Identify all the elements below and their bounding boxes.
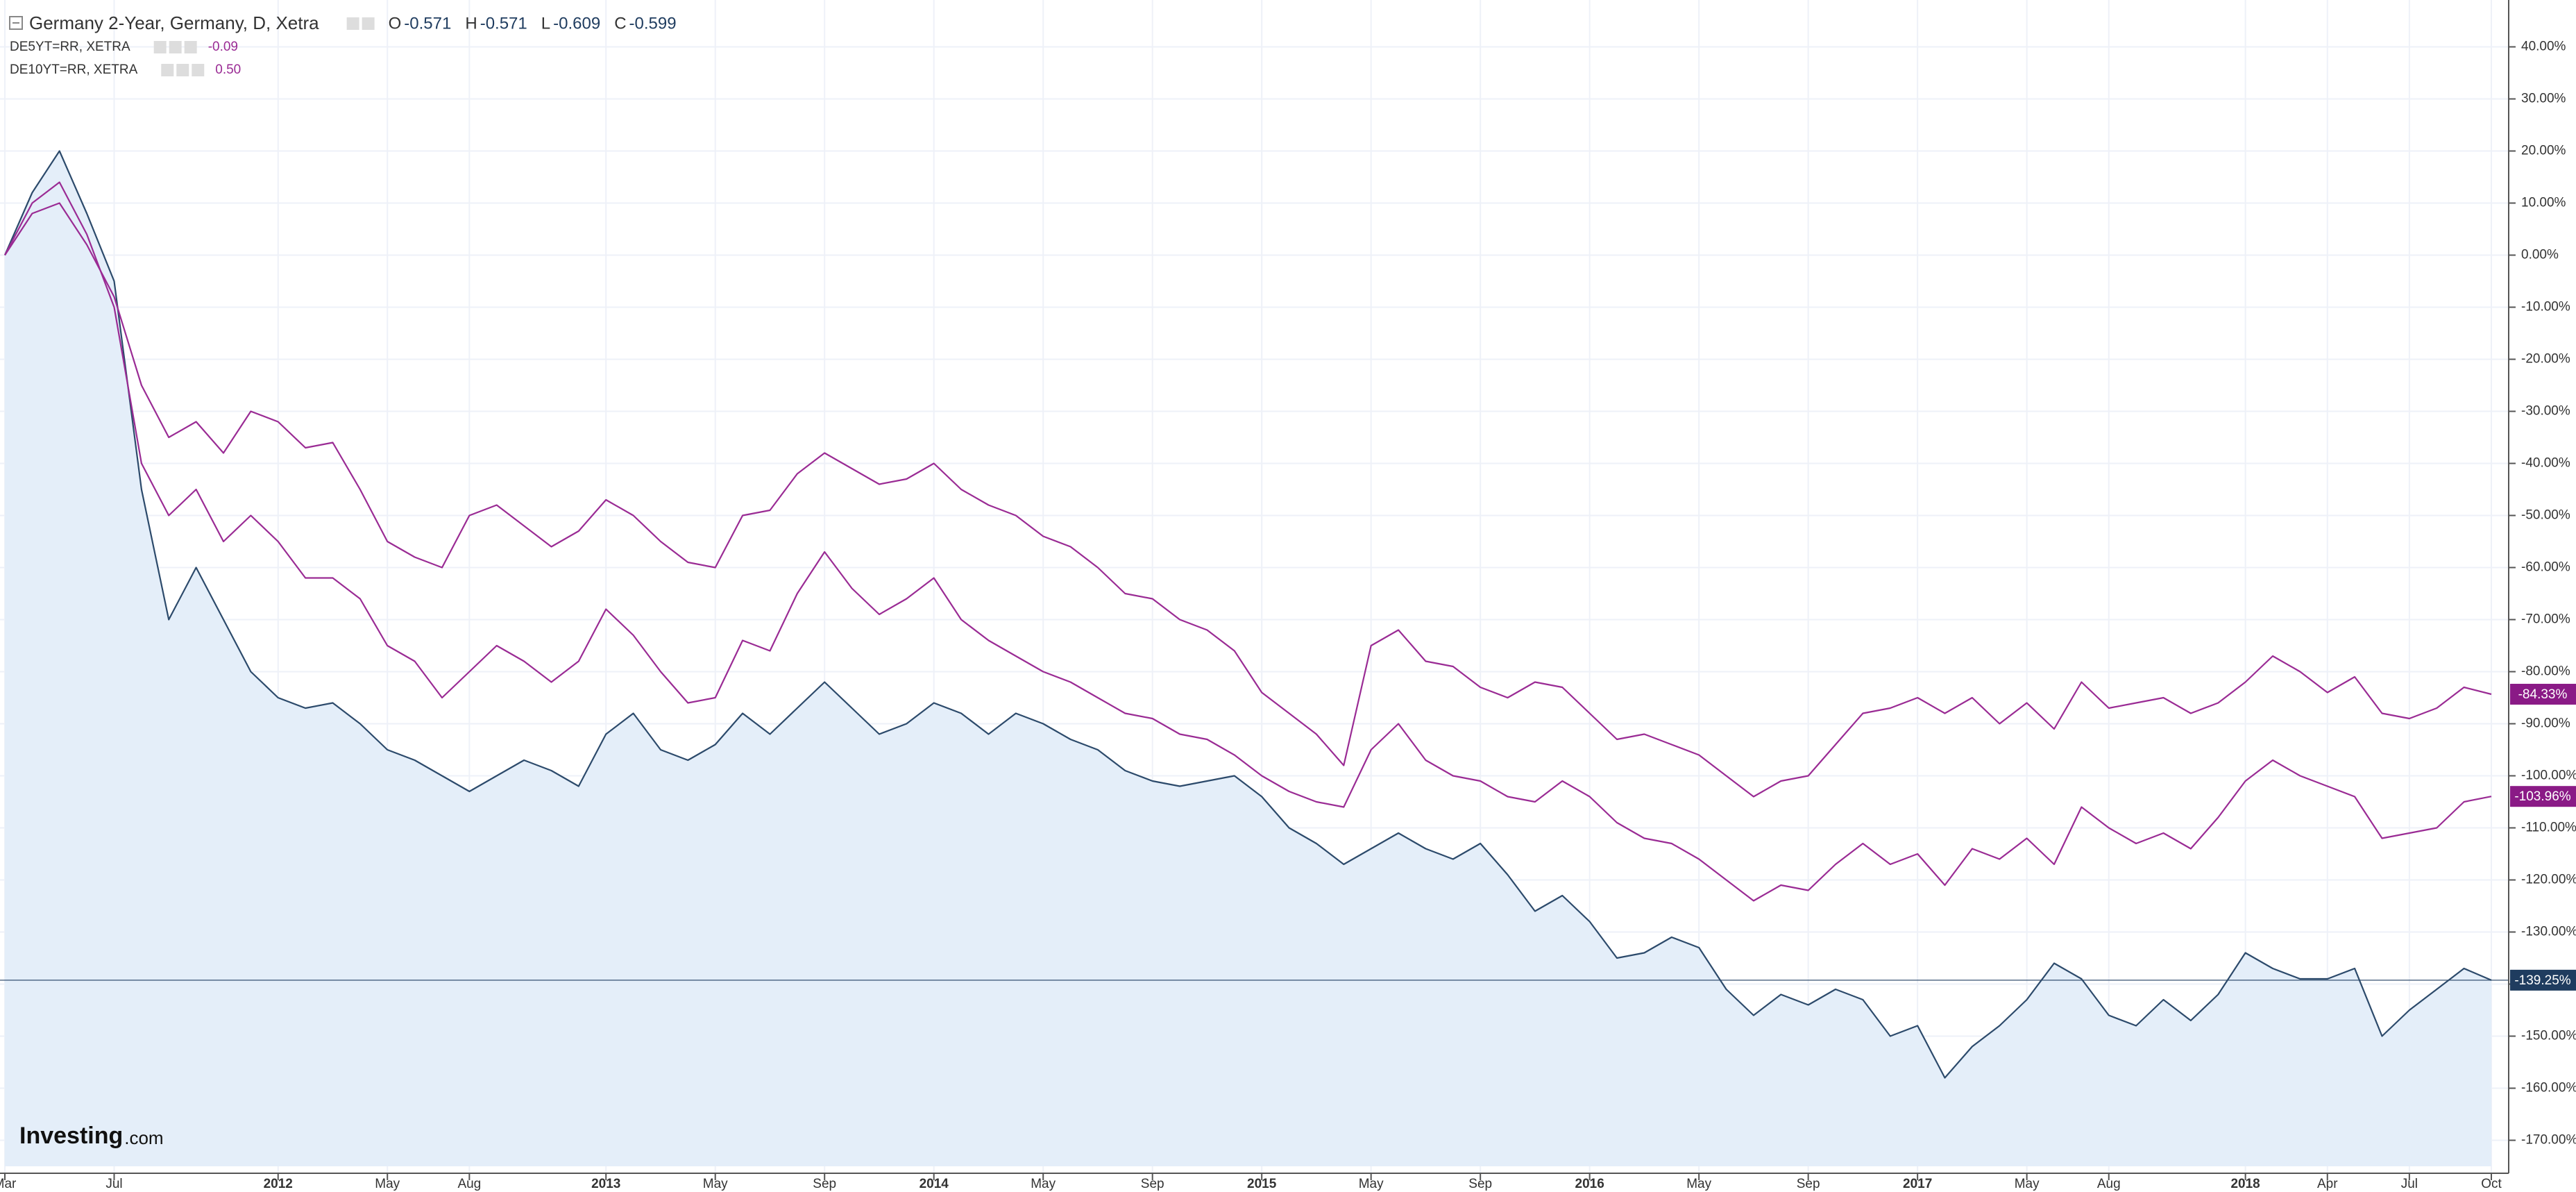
collapse-icon [9, 16, 23, 30]
last-value-tag [2510, 683, 2576, 705]
legend-entry: DE5YT=RR, XETRA [10, 40, 130, 54]
last-value-label: -103.96% [2514, 789, 2570, 804]
x-tick-label: 2016 [1575, 1177, 1604, 1191]
y-tick-label: 10.00% [2521, 196, 2566, 210]
legend: Germany 2-Year, Germany, D, Xetra O -0.571… [9, 12, 677, 77]
y-tick-label: -160.00% [2521, 1081, 2576, 1096]
ohlc-label: O [389, 14, 402, 33]
legend-title: Germany 2-Year, Germany, D, Xetra [29, 12, 319, 33]
watermark-suffix: .com [124, 1127, 163, 1148]
plot [0, 150, 2509, 1166]
legend-button [192, 64, 205, 76]
x-tick-label: May [1031, 1177, 1056, 1191]
legend-button [362, 17, 375, 30]
x-tick-label: 2018 [2230, 1177, 2260, 1191]
y-tick-label: 0.00% [2521, 248, 2559, 262]
x-tick-label: May [1359, 1177, 1384, 1191]
last-value-label: -84.33% [2518, 687, 2568, 702]
x-tick-label: Sep [813, 1177, 836, 1191]
x-tick-label: Apr [2317, 1177, 2338, 1191]
legend-button [153, 41, 167, 53]
ohlc-value: -0.571 [404, 14, 451, 33]
y-tick-label: -110.00% [2521, 821, 2576, 835]
x-tick-label: Sep [1797, 1177, 1820, 1191]
series-line [4, 202, 2492, 798]
ohlc-value: -0.609 [553, 14, 600, 33]
x-tick-label: Sep [1468, 1177, 1492, 1191]
y-tick-label: -50.00% [2521, 508, 2570, 523]
y-tick-label: 30.00% [2521, 92, 2566, 106]
x-tick-label: May [2015, 1177, 2040, 1191]
y-tick-label: -90.00% [2521, 716, 2570, 731]
legend-button [161, 64, 174, 76]
ohlc-label: H [465, 14, 477, 33]
legend-button [176, 64, 189, 76]
x-tick-label: May [375, 1177, 400, 1191]
ohlc-value: -0.571 [480, 14, 527, 33]
legend-value: 0.50 [215, 62, 241, 77]
y-tick-label: -30.00% [2521, 404, 2570, 419]
y-tick-label: -80.00% [2521, 664, 2570, 679]
y-tick-label: -100.00% [2521, 769, 2576, 783]
y-tick-label: 20.00% [2521, 144, 2566, 158]
ohlc-label: L [541, 14, 550, 33]
y-tick-label: -170.00% [2521, 1133, 2576, 1148]
x-tick-label: 2013 [591, 1177, 620, 1191]
legend-value: -0.09 [208, 40, 238, 54]
y-tick-label: -10.00% [2521, 300, 2570, 314]
y-tick-label: -150.00% [2521, 1029, 2576, 1043]
area [5, 151, 2491, 1166]
y-tick-label: -120.00% [2521, 873, 2576, 887]
watermark: Investing .com [19, 1123, 164, 1149]
legend-entry: DE10YT=RR, XETRA [10, 62, 138, 77]
legend-button [169, 41, 182, 53]
axes: 40.00% 30.00% 20.00% 10.00% 0.00% -10.00% -20.… [0, 40, 2576, 1191]
x-tick-label: Aug [457, 1177, 481, 1191]
last-value-tag [2510, 786, 2576, 807]
y-tick-label: -130.00% [2521, 925, 2576, 939]
y-tick-label: -60.00% [2521, 560, 2570, 575]
x-tick-label: Oct [2481, 1177, 2502, 1191]
y-tick-label: -40.00% [2521, 456, 2570, 471]
x-tick-label: May [703, 1177, 728, 1191]
y-tick-label: -20.00% [2521, 352, 2570, 367]
x-tick-label: May [1686, 1177, 1711, 1191]
y-tick-label: -70.00% [2521, 612, 2570, 627]
x-tick-label: 2015 [1247, 1177, 1277, 1191]
legend-button [346, 17, 359, 30]
ohlc-label: C [614, 14, 626, 33]
x-tick-label: Aug [2097, 1177, 2121, 1191]
series-line [3, 150, 2492, 1079]
legend-button [184, 41, 197, 53]
x-tick-label: Jul [2401, 1177, 2418, 1191]
x-tick-label: 2014 [920, 1177, 949, 1191]
y-tick-label: 40.00% [2521, 40, 2566, 54]
series-line [4, 181, 2492, 902]
x-tick-label: Sep [1141, 1177, 1164, 1191]
last-value-label: -139.25% [2514, 973, 2570, 988]
x-tick-label: 2017 [1903, 1177, 1932, 1191]
watermark-brand: Investing [19, 1123, 123, 1149]
x-tick-label: Mar [0, 1177, 17, 1191]
x-tick-label: Jul [105, 1177, 122, 1191]
last-value-tag [2510, 969, 2576, 991]
x-tick-label: 2012 [264, 1177, 293, 1191]
ohlc-value: -0.599 [629, 14, 677, 33]
